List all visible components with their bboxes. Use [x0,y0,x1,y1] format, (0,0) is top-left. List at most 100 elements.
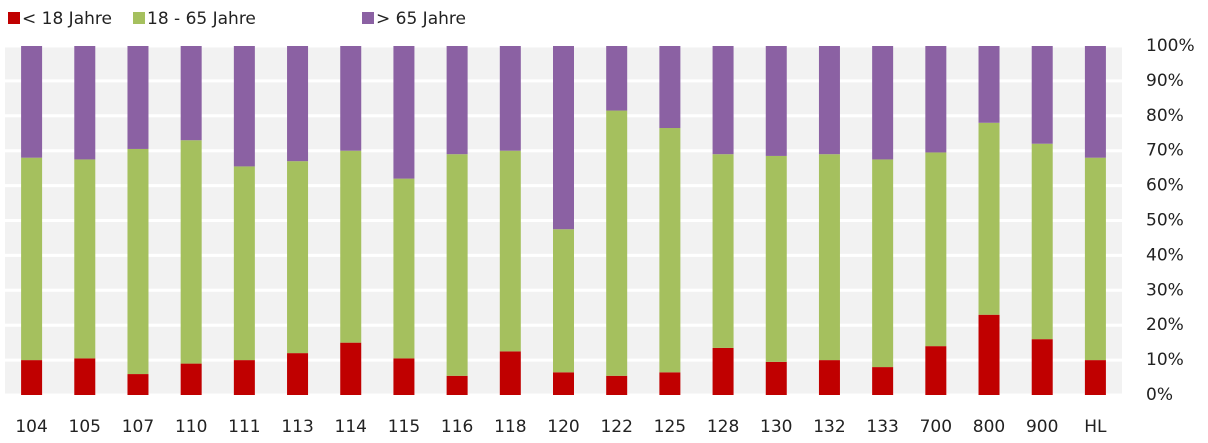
bar-segment [765,155,787,362]
x-tick-label: 110 [175,417,207,437]
bar-segment [287,161,309,354]
bar-segment [606,46,628,111]
bar-segment [499,150,521,352]
y-tick-label: 60% [1146,176,1184,196]
bar-segment [712,154,734,348]
bar-segment [74,46,96,160]
bar-segment [74,358,96,395]
x-tick-label: 120 [547,417,579,437]
bar-segment [499,46,521,151]
bar-segment [659,46,681,129]
x-tick-label: 114 [335,417,367,437]
bar-segment [818,360,840,395]
bar-segment [446,46,468,155]
bar-segment [765,361,787,395]
x-tick-label: 132 [813,417,845,437]
bar-segment [712,46,734,155]
legend-swatch [133,12,145,24]
legend-swatch [362,12,374,24]
bar-segment [765,46,787,156]
bar-segment [74,159,96,359]
bar-segment [818,46,840,155]
bar-segment [872,46,894,160]
bar-segment [287,353,309,395]
bar-segment [393,358,415,395]
legend-label: < 18 Jahre [22,9,112,29]
y-tick-label: 0% [1146,385,1173,405]
bar-segment [287,46,309,162]
bar-segment [925,46,947,153]
bar-segment [446,375,468,395]
bar-segment [1084,360,1106,395]
bar-segment [127,148,149,375]
y-tick-label: 100% [1146,36,1195,56]
bar-segment [712,347,734,395]
bar-segment [233,166,255,361]
bar-segment [553,229,574,373]
x-tick-label: 133 [866,417,898,437]
y-tick-label: 30% [1146,280,1184,300]
x-tick-label: HL [1084,417,1107,437]
bar-segment [1084,157,1106,361]
bar-segment [180,363,202,395]
y-tick-label: 40% [1146,245,1184,265]
bar-segment [499,351,521,395]
x-tick-label: 113 [281,417,313,437]
x-tick-label: 900 [1026,417,1058,437]
bar-segment [233,360,255,395]
y-tick-label: 80% [1146,106,1184,126]
x-tick-label: 115 [388,417,420,437]
bar-segment [393,46,415,179]
bar-segment [606,110,628,376]
bar-segment [925,152,947,347]
bar-segment [1031,143,1053,340]
legend-label: 18 - 65 Jahre [147,9,256,29]
bar-segment [393,178,415,359]
y-tick-label: 90% [1146,71,1184,91]
bar-segment [180,46,202,141]
bar-segment [340,46,362,151]
bar-segment [872,159,894,368]
bar-segment [233,46,255,167]
y-tick-label: 70% [1146,141,1184,161]
y-tick-label: 10% [1146,350,1184,370]
bar-segment [21,157,43,361]
bar-segment [818,154,840,361]
bar-segment [1084,46,1106,158]
bar-segment [553,46,574,230]
bar-segment [340,150,362,343]
bar-segment [180,140,202,364]
bar-segment [127,374,149,395]
bar-segment [1031,339,1053,395]
bar-segment [127,46,149,149]
bar-segment [340,342,362,395]
x-tick-label: 107 [122,417,154,437]
x-tick-label: 111 [228,417,260,437]
bar-segment [21,46,43,158]
x-tick-label: 128 [707,417,739,437]
legend-label: > 65 Jahre [376,9,466,29]
x-tick-label: 130 [760,417,792,437]
x-tick-label: 116 [441,417,473,437]
bar-segment [659,128,681,373]
bar-segment [659,372,681,395]
bar-segment [446,154,468,376]
bar-segment [606,375,628,395]
bar-segment [978,314,1000,395]
x-tick-label: 104 [15,417,47,437]
x-tick-label: 122 [600,417,632,437]
bar-segment [978,122,1000,315]
x-tick-label: 118 [494,417,526,437]
bar-segment [21,360,43,395]
x-tick-label: 105 [69,417,101,437]
bar-segment [925,346,947,395]
bar-segment [553,372,574,395]
x-tick-label: 125 [654,417,686,437]
y-tick-label: 20% [1146,315,1184,335]
y-tick-label: 50% [1146,211,1184,231]
bar-segment [872,367,894,395]
bar-segment [978,46,1000,123]
x-tick-label: 700 [920,417,952,437]
x-tick-label: 800 [973,417,1005,437]
